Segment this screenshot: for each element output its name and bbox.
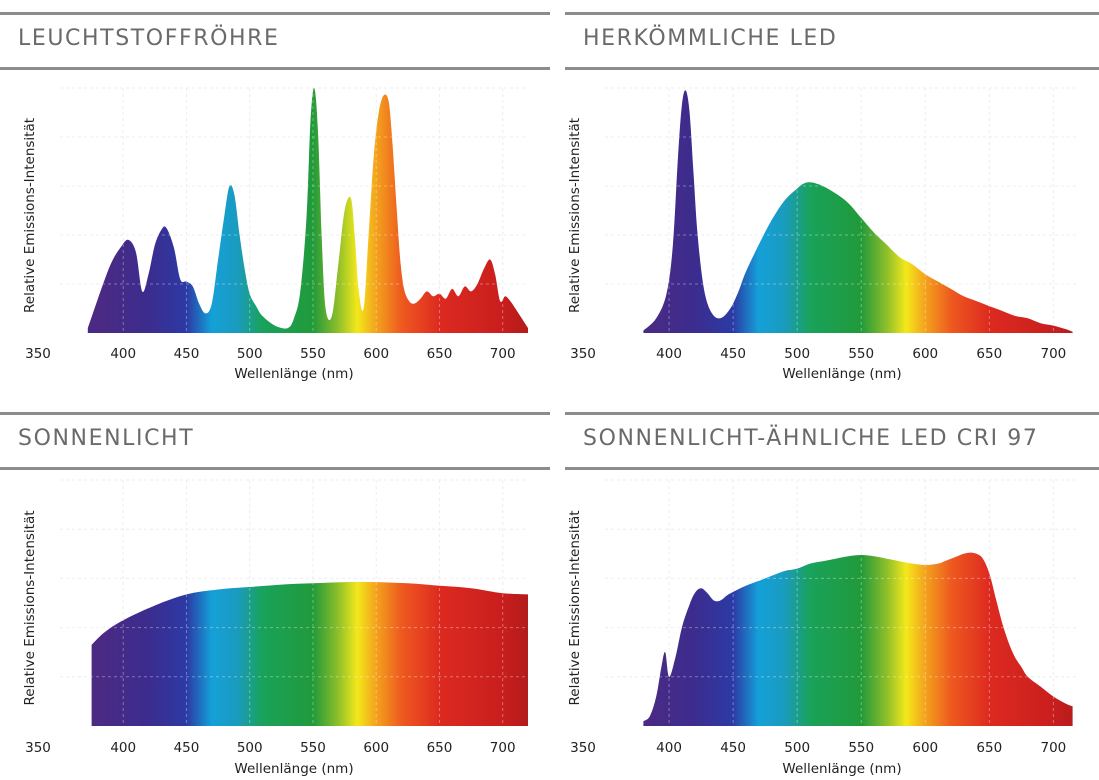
x-axis-label: Wellenlänge (nm) bbox=[782, 761, 901, 777]
x-tick-label: 650 bbox=[427, 740, 453, 756]
x-tick-label: 700 bbox=[1040, 740, 1066, 756]
x-tick-label: 500 bbox=[784, 346, 810, 362]
title-rule-bottom bbox=[0, 67, 550, 70]
spectrum-area bbox=[643, 552, 1073, 726]
x-axis-label: Wellenlänge (nm) bbox=[782, 366, 901, 382]
x-tick-label: 600 bbox=[912, 346, 938, 362]
title-rule-bottom bbox=[565, 67, 1099, 70]
x-tick-label: 550 bbox=[848, 346, 874, 362]
spectrum-area bbox=[643, 90, 1073, 333]
spectrum-chart: 350 400 450 500 550 600 650 700 Wellenlänge (nm)… bbox=[567, 479, 1079, 777]
x-tick-label: 600 bbox=[363, 346, 389, 362]
x-tick-label: 350 bbox=[25, 740, 51, 756]
spectrum-chart: 350 400 450 500 550 600 650 700 Wellenlänge (nm)… bbox=[22, 479, 528, 777]
x-tick-label: 600 bbox=[363, 740, 389, 756]
chart-title: HERKÖMMLICHE LED bbox=[583, 26, 838, 51]
grid-overlay bbox=[605, 479, 1079, 726]
title-rule-top bbox=[565, 12, 1099, 15]
grid bbox=[60, 87, 528, 333]
spectrum-chart: 350 400 450 500 550 600 650 700 Wellenlänge (nm)… bbox=[567, 87, 1079, 382]
title-rule-top bbox=[0, 412, 550, 415]
panel-title: LEUCHTSTOFFRÖHRE bbox=[0, 0, 550, 70]
x-tick-label: 650 bbox=[976, 740, 1002, 756]
grid-overlay bbox=[60, 479, 528, 726]
title-rule-top bbox=[0, 12, 550, 15]
panel-herkoemmliche-led: HERKÖMMLICHE LED 350 400 450 500 550 600 650 70… bbox=[565, 0, 1099, 400]
spectrum-area bbox=[87, 87, 529, 333]
y-axis-label: Relative Emissions-Intensität bbox=[567, 118, 583, 313]
x-tick-label: 400 bbox=[656, 346, 682, 362]
x-tick-label: 650 bbox=[427, 346, 453, 362]
x-tick-label: 450 bbox=[174, 346, 200, 362]
grid-overlay bbox=[605, 87, 1079, 333]
x-tick-label: 400 bbox=[656, 740, 682, 756]
x-tick-label: 450 bbox=[720, 346, 746, 362]
grid-overlay bbox=[60, 87, 528, 333]
spectrum-area bbox=[91, 581, 528, 726]
x-tick-label: 500 bbox=[237, 740, 263, 756]
x-tick-label: 500 bbox=[237, 346, 263, 362]
x-tick-label: 450 bbox=[174, 740, 200, 756]
x-axis-label: Wellenlänge (nm) bbox=[234, 761, 353, 777]
x-tick-label: 500 bbox=[784, 740, 810, 756]
title-rule-bottom bbox=[565, 467, 1099, 470]
y-axis-label: Relative Emissions-Intensität bbox=[567, 510, 583, 705]
title-rule-bottom bbox=[0, 467, 550, 470]
x-tick-label: 350 bbox=[25, 346, 51, 362]
x-tick-label: 550 bbox=[848, 740, 874, 756]
x-tick-label: 400 bbox=[110, 740, 136, 756]
spectrum-chart: 350 400 450 500 550 600 650 700 Wellenlänge (nm)… bbox=[22, 87, 529, 382]
panel-sonnenlicht: SONNENLICHT 350 400 450 500 550 600 650 700 Well… bbox=[0, 400, 550, 780]
panel-title: SONNENLICHT-ÄHNLICHE LED CRI 97 bbox=[565, 400, 1099, 470]
x-tick-label: 550 bbox=[300, 346, 326, 362]
chart-title: SONNENLICHT bbox=[18, 426, 195, 451]
panel-title: SONNENLICHT bbox=[0, 400, 550, 470]
y-axis-label: Relative Emissions-Intensität bbox=[22, 118, 38, 313]
panel-title: HERKÖMMLICHE LED bbox=[565, 0, 1099, 70]
x-tick-label: 350 bbox=[570, 740, 596, 756]
x-tick-label: 450 bbox=[720, 740, 746, 756]
x-tick-label: 700 bbox=[1040, 346, 1066, 362]
panel-leuchtstoffroehre: LEUCHTSTOFFRÖHRE 350 400 450 500 550 600 650 70… bbox=[0, 0, 550, 400]
x-axis-label: Wellenlänge (nm) bbox=[234, 366, 353, 382]
x-tick-label: 650 bbox=[976, 346, 1002, 362]
x-tick-label: 700 bbox=[490, 740, 516, 756]
title-rule-top bbox=[565, 412, 1099, 415]
x-tick-label: 400 bbox=[110, 346, 136, 362]
x-tick-label: 350 bbox=[570, 346, 596, 362]
x-tick-label: 550 bbox=[300, 740, 326, 756]
x-tick-label: 600 bbox=[912, 740, 938, 756]
x-tick-label: 700 bbox=[490, 346, 516, 362]
panel-sonnenlicht-aehnliche-led: SONNENLICHT-ÄHNLICHE LED CRI 97 350 400 45… bbox=[565, 400, 1099, 780]
chart-title: LEUCHTSTOFFRÖHRE bbox=[18, 26, 280, 51]
y-axis-label: Relative Emissions-Intensität bbox=[22, 510, 38, 705]
chart-title: SONNENLICHT-ÄHNLICHE LED CRI 97 bbox=[583, 426, 1039, 451]
